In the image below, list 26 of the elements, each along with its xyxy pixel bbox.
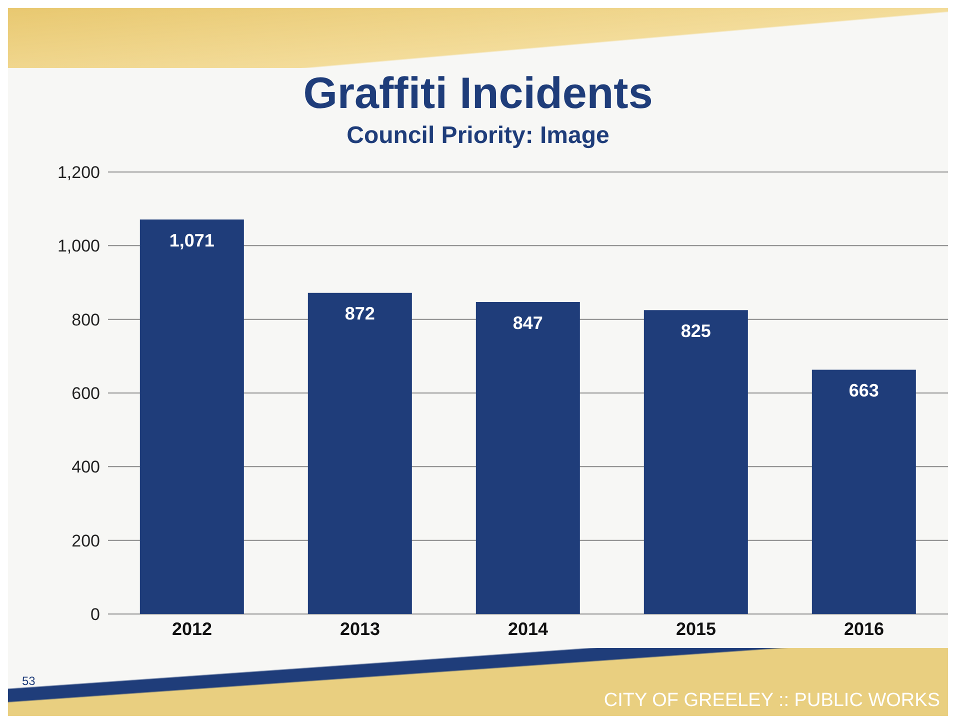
text: 53: [22, 674, 36, 688]
chart-subtitle: Council Priority: Image: [346, 122, 610, 150]
bar: [308, 292, 412, 614]
data-label: 847: [512, 312, 543, 333]
x-tick-label: 2013: [340, 618, 380, 639]
y-tick-label: 600: [72, 384, 100, 404]
y-tick-label: 400: [72, 458, 100, 477]
y-tick-label: 800: [72, 310, 100, 330]
x-tick-label: 2014: [508, 618, 548, 639]
y-tick-label: 200: [72, 531, 100, 550]
x-tick-label: 2015: [676, 618, 716, 639]
x-tick-label: 2012: [172, 618, 212, 639]
text: CITY OF GREELEY :: PUBLIC WORKS: [604, 690, 940, 712]
bar: [644, 310, 748, 614]
x-tick-label: 2016: [844, 618, 884, 639]
y-tick-label: 1,200: [57, 163, 100, 182]
bar: [812, 370, 916, 614]
bar: [140, 220, 244, 614]
data-label: 1,071: [169, 230, 214, 250]
data-label: 663: [848, 380, 879, 401]
bar: [476, 302, 580, 614]
y-tick-label: 0: [90, 605, 100, 624]
data-label: 825: [680, 320, 711, 341]
data-label: 872: [344, 304, 375, 324]
chart-title: Graffiti Incidents: [302, 69, 654, 118]
y-tick-label: 1,000: [57, 236, 100, 256]
